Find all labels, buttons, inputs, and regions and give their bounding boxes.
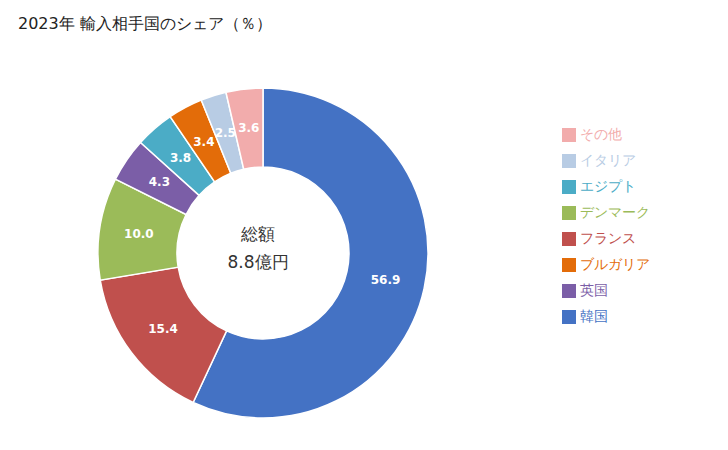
html-text:イタリア: イタリア xyxy=(580,152,636,168)
html-text:2023年 輸入相手国のシェア（％）: 2023年 輸入相手国のシェア（％） xyxy=(18,14,272,33)
html-text:エジプト: エジプト xyxy=(580,178,636,194)
svg-text:3.4: 3.4 xyxy=(193,135,214,149)
html-text:フランス: フランス xyxy=(580,230,636,246)
html-text:ブルガリア: ブルガリア xyxy=(580,256,650,272)
html-text:その他: その他 xyxy=(580,126,622,142)
html-text:デンマーク: デンマーク xyxy=(580,204,650,220)
svg-text:2.5: 2.5 xyxy=(215,126,236,140)
html-text:8.8億円: 8.8億円 xyxy=(227,251,289,272)
html-text:総額: 総額 xyxy=(241,223,275,244)
html-text:英国: 英国 xyxy=(580,282,608,298)
svg-text:3.6: 3.6 xyxy=(238,121,259,135)
svg-text:15.4: 15.4 xyxy=(148,322,178,336)
svg-text:10.0: 10.0 xyxy=(124,227,154,241)
svg-text:3.8: 3.8 xyxy=(170,151,191,165)
svg-text:56.9: 56.9 xyxy=(371,273,401,287)
svg-text:4.3: 4.3 xyxy=(149,175,170,189)
html-text:韓国: 韓国 xyxy=(580,308,608,324)
